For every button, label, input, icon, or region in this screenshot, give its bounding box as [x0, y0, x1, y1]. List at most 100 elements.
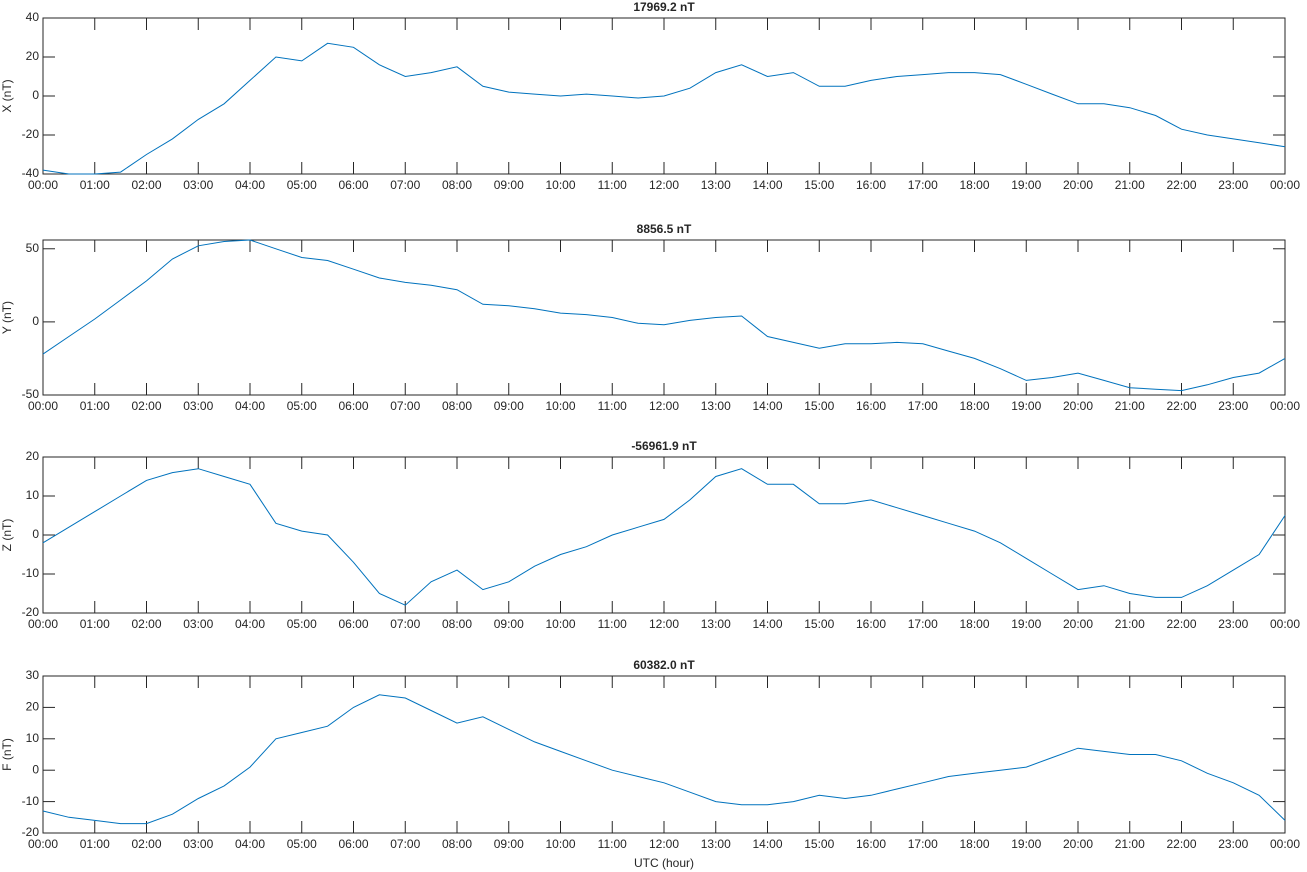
x-tick-label: 02:00 — [131, 178, 161, 192]
x-tick-label: 08:00 — [442, 837, 472, 851]
y-tick-label: 30 — [26, 668, 40, 682]
x-tick-label: 21:00 — [1115, 837, 1145, 851]
x-tick-label: 17:00 — [908, 617, 938, 631]
x-tick-label: 14:00 — [752, 178, 782, 192]
x-tick-label: 08:00 — [442, 178, 472, 192]
x-tick-label: 23:00 — [1218, 399, 1248, 413]
x-tick-label: 03:00 — [183, 178, 213, 192]
x-tick-label: 06:00 — [338, 399, 368, 413]
x-tick-label: 04:00 — [235, 178, 265, 192]
x-tick-label: 07:00 — [390, 178, 420, 192]
y-tick-label: -50 — [22, 387, 40, 401]
x-tick-label: 01:00 — [80, 617, 110, 631]
data-line — [42, 468, 1286, 606]
x-tick-label: 19:00 — [1011, 617, 1041, 631]
x-tick-label: 08:00 — [442, 399, 472, 413]
x-tick-label: 21:00 — [1115, 178, 1145, 192]
y-tick-label: 20 — [26, 449, 40, 463]
x-tick-label: 00:00 — [1270, 617, 1300, 631]
x-tick-label: 03:00 — [183, 837, 213, 851]
x-tick-label: 00:00 — [28, 837, 58, 851]
x-tick-label: 05:00 — [287, 837, 317, 851]
data-line — [42, 239, 1286, 392]
x-tick-label: 22:00 — [1166, 178, 1196, 192]
x-tick-label: 23:00 — [1218, 837, 1248, 851]
x-tick-label: 06:00 — [338, 178, 368, 192]
x-tick-label: 05:00 — [287, 617, 317, 631]
x-tick-label: 06:00 — [338, 617, 368, 631]
x-tick-label: 14:00 — [752, 837, 782, 851]
x-tick-label: 22:00 — [1166, 837, 1196, 851]
x-tick-label: 00:00 — [28, 399, 58, 413]
x-tick-label: 15:00 — [804, 399, 834, 413]
x-tick-label: 10:00 — [545, 399, 575, 413]
x-tick-label: 21:00 — [1115, 399, 1145, 413]
x-tick-label: 02:00 — [131, 837, 161, 851]
x-tick-label: 01:00 — [80, 837, 110, 851]
plot-frame — [42, 239, 1286, 396]
x-tick-label: 21:00 — [1115, 617, 1145, 631]
x-tick-label: 15:00 — [804, 617, 834, 631]
x-tick-label: 17:00 — [908, 399, 938, 413]
x-tick-label: 05:00 — [287, 178, 317, 192]
chart-title: 17969.2 nT — [633, 0, 695, 14]
x-tick-label: 09:00 — [494, 178, 524, 192]
x-tick-label: 01:00 — [80, 178, 110, 192]
x-tick-label: 12:00 — [649, 837, 679, 851]
x-tick-label: 12:00 — [649, 399, 679, 413]
x-tick-label: 18:00 — [959, 837, 989, 851]
x-tick-label: 16:00 — [856, 178, 886, 192]
x-tick-label: 17:00 — [908, 837, 938, 851]
x-tick-label: 11:00 — [598, 837, 627, 851]
y-axis-label: F (nT) — [0, 738, 14, 771]
y-tick-label: -40 — [22, 166, 40, 180]
y-tick-label: -10 — [22, 566, 40, 580]
y-axis-label: X (nT) — [0, 79, 14, 112]
x-tick-label: 08:00 — [442, 617, 472, 631]
x-tick-label: 03:00 — [183, 399, 213, 413]
x-tick-label: 10:00 — [545, 178, 575, 192]
x-tick-label: 13:00 — [701, 178, 731, 192]
x-tick-label: 22:00 — [1166, 399, 1196, 413]
x-tick-label: 01:00 — [80, 399, 110, 413]
x-tick-label: 00:00 — [1270, 837, 1300, 851]
y-axis-label: Z (nT) — [0, 519, 14, 552]
x-tick-label: 19:00 — [1011, 837, 1041, 851]
x-tick-label: 20:00 — [1063, 178, 1093, 192]
x-tick-label: 20:00 — [1063, 617, 1093, 631]
chart-title: 8856.5 nT — [637, 222, 692, 236]
x-tick-label: 14:00 — [752, 399, 782, 413]
x-tick-label: 15:00 — [804, 178, 834, 192]
x-tick-label: 14:00 — [752, 617, 782, 631]
x-tick-label: 04:00 — [235, 617, 265, 631]
data-line — [42, 694, 1286, 825]
x-tick-label: 22:00 — [1166, 617, 1196, 631]
x-tick-label: 07:00 — [390, 837, 420, 851]
x-tick-label: 17:00 — [908, 178, 938, 192]
y-tick-label: -20 — [22, 127, 40, 141]
x-tick-label: 12:00 — [649, 178, 679, 192]
y-tick-label: 0 — [32, 527, 39, 541]
chart-title: -56961.9 nT — [631, 439, 697, 453]
x-tick-label: 13:00 — [701, 617, 731, 631]
x-tick-label: 04:00 — [235, 837, 265, 851]
x-tick-label: 16:00 — [856, 837, 886, 851]
x-tick-label: 13:00 — [701, 399, 731, 413]
x-tick-label: 02:00 — [131, 617, 161, 631]
x-tick-label: 03:00 — [183, 617, 213, 631]
y-tick-label: 0 — [32, 314, 39, 328]
y-tick-label: 10 — [26, 488, 40, 502]
x-tick-label: 20:00 — [1063, 837, 1093, 851]
x-tick-label: 09:00 — [494, 837, 524, 851]
x-tick-label: 12:00 — [649, 617, 679, 631]
x-tick-label: 00:00 — [1270, 399, 1300, 413]
x-tick-label: 13:00 — [701, 837, 731, 851]
x-tick-label: 11:00 — [598, 399, 627, 413]
x-tick-label: 10:00 — [545, 617, 575, 631]
x-tick-label: 07:00 — [390, 617, 420, 631]
plot-frame — [42, 456, 1286, 614]
x-tick-label: 11:00 — [598, 178, 627, 192]
x-tick-label: 19:00 — [1011, 399, 1041, 413]
x-tick-label: 02:00 — [131, 399, 161, 413]
